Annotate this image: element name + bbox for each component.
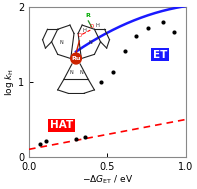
Point [83, 136, 86, 139]
Point [74, 138, 78, 141]
Text: HAT: HAT [49, 120, 73, 130]
Point [134, 34, 137, 37]
Point [173, 31, 176, 34]
X-axis label: $-\Delta G_{\mathrm{ET}}$ / eV: $-\Delta G_{\mathrm{ET}}$ / eV [82, 173, 133, 186]
Point [45, 140, 48, 143]
Point [162, 21, 165, 24]
Text: ET: ET [153, 50, 167, 60]
Point [100, 81, 103, 84]
Point [124, 49, 127, 52]
Y-axis label: log $k_{\mathrm{H}}$: log $k_{\mathrm{H}}$ [4, 68, 17, 96]
Point [38, 143, 42, 146]
Point [147, 27, 150, 30]
Point [111, 71, 114, 74]
